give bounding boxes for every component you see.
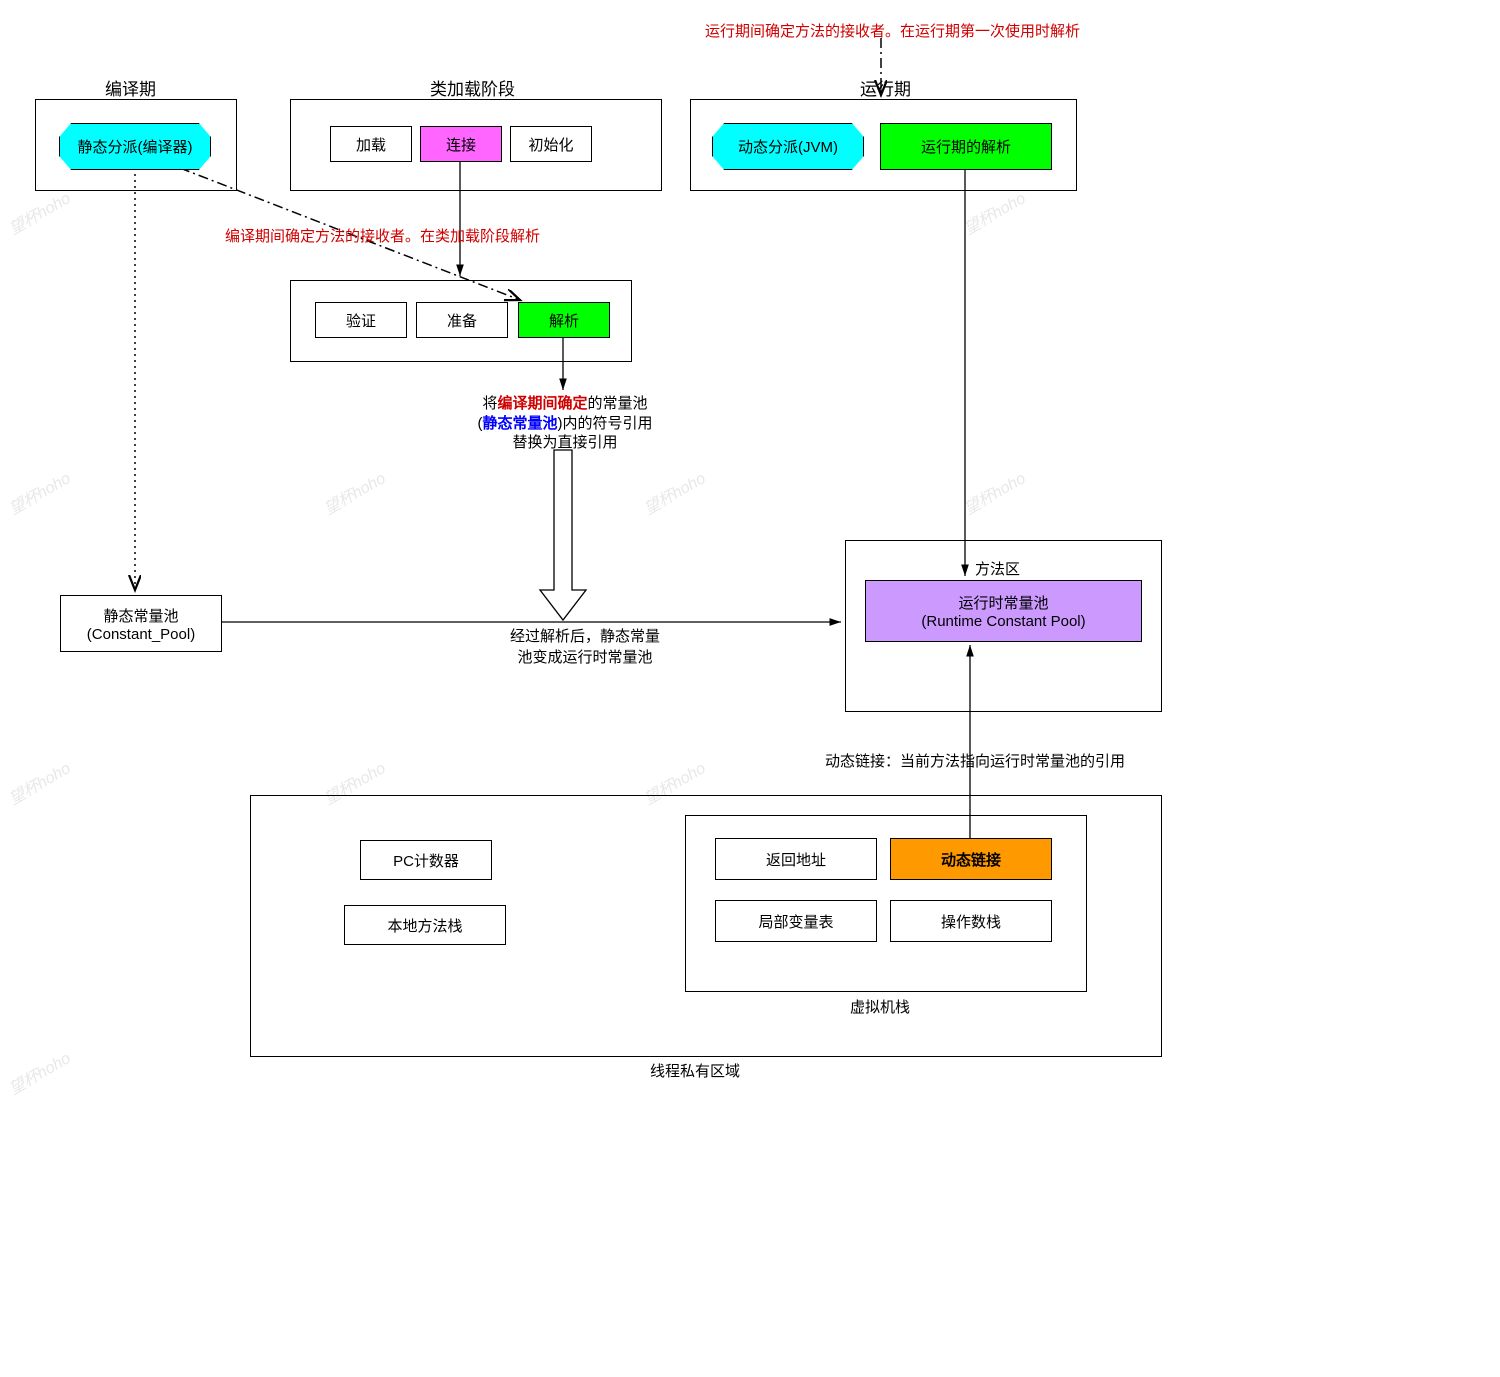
edges-svg xyxy=(0,0,1500,1377)
runtime-title: 运行期 xyxy=(860,75,911,100)
dyn-link-node: 动态链接 xyxy=(890,838,1052,880)
top-right-note: 运行期间确定方法的接收者。在运行期第一次使用时解析 xyxy=(705,20,1080,41)
verify-node: 验证 xyxy=(315,302,407,338)
resolve-text: 将编译期间确定的常量池(静态常量池)内的符号引用替换为直接引用 xyxy=(475,394,655,453)
op-stack-node: 操作数栈 xyxy=(890,900,1052,942)
static-dispatch-node: 静态分派(编译器) xyxy=(59,123,211,170)
local-vars-node: 局部变量表 xyxy=(715,900,877,942)
init-node: 初始化 xyxy=(510,126,592,162)
connect-node: 连接 xyxy=(420,126,502,162)
runtime-resolve-node: 运行期的解析 xyxy=(880,123,1052,170)
prepare-node: 准备 xyxy=(416,302,508,338)
classload-title: 类加载阶段 xyxy=(430,75,515,100)
pc-counter-node: PC计数器 xyxy=(360,840,492,880)
static-pool-node: 静态常量池 (Constant_Pool) xyxy=(60,595,222,652)
runtime-pool-node: 运行时常量池 (Runtime Constant Pool) xyxy=(865,580,1142,642)
dyn-link-note: 动态链接：当前方法指向运行时常量池的引用 xyxy=(825,750,1125,771)
native-stack-node: 本地方法栈 xyxy=(344,905,506,945)
compile-title: 编译期 xyxy=(105,75,156,100)
return-addr-node: 返回地址 xyxy=(715,838,877,880)
compile-time-note: 编译期间确定方法的接收者。在类加载阶段解析 xyxy=(225,225,540,246)
vm-title: 虚拟机栈 xyxy=(850,996,910,1017)
dyn-dispatch-node: 动态分派(JVM) xyxy=(712,123,864,170)
load-node: 加载 xyxy=(330,126,412,162)
thread-title: 线程私有区域 xyxy=(650,1060,740,1081)
resolve-node: 解析 xyxy=(518,302,610,338)
after-resolve-text: 经过解析后，静态常量池变成运行时常量池 xyxy=(505,625,665,667)
